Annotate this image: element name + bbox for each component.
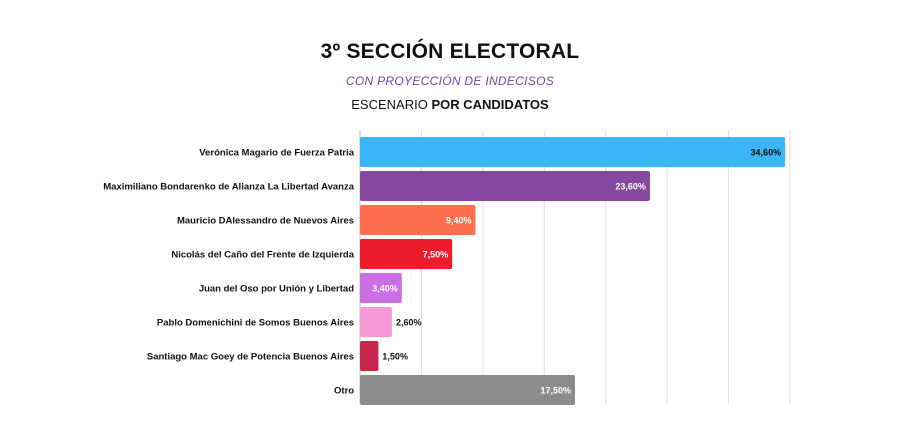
value-label: 7,50% (423, 250, 449, 260)
bar (360, 239, 453, 269)
bar (360, 137, 786, 167)
bar (360, 273, 402, 303)
chart-title: 3º SECCIÓN ELECTORAL (320, 40, 580, 63)
scenario-bold: POR CANDIDATOS (431, 97, 549, 112)
value-label: 2,60% (396, 318, 422, 328)
bar (360, 205, 476, 235)
scenario-line: ESCENARIO POR CANDIDATOS (0, 97, 900, 112)
value-label: 23,60% (615, 182, 646, 192)
chart-subtitle: CON PROYECCIÓN DE INDECISOS (345, 74, 555, 88)
category-label: Nicolás del Caño del Frente de Izquierda (171, 250, 354, 261)
value-label: 34,60% (751, 148, 782, 158)
bar (360, 307, 392, 337)
category-label: Maximiliano Bondarenko de Alianza La Lib… (103, 182, 354, 193)
value-label: 17,50% (540, 386, 571, 396)
category-label: Pablo Domenichini de Somos Buenos Aires (157, 318, 354, 329)
category-label: Verónica Magario de Fuerza Patria (199, 148, 354, 159)
bar (360, 341, 379, 371)
category-label: Juan del Oso por Unión y Libertad (199, 284, 354, 295)
category-label: Otro (334, 386, 354, 397)
scenario-prefix: ESCENARIO (351, 97, 428, 112)
category-label: Mauricio DAlessandro de Nuevos Aires (177, 216, 354, 227)
bar (360, 171, 650, 201)
value-label: 1,50% (382, 352, 408, 362)
bar (360, 375, 575, 405)
value-label: 3,40% (372, 284, 398, 294)
category-label: Santiago Mac Goey de Potencia Buenos Air… (147, 352, 354, 363)
value-label: 9,40% (446, 216, 472, 226)
